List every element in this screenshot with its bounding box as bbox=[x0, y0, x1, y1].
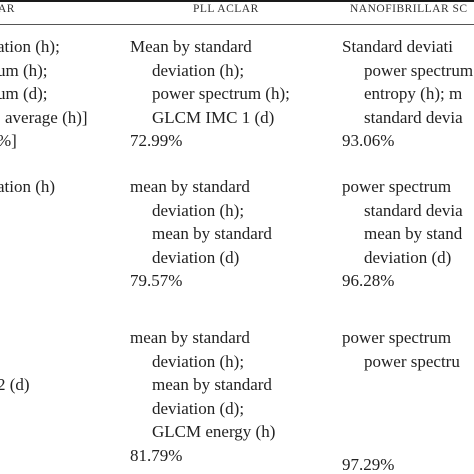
cell-line: um (d); bbox=[0, 84, 48, 103]
cell-result: 72.99% bbox=[130, 131, 183, 150]
column-header-1: AR bbox=[0, 3, 15, 15]
cell-line: mean by standard bbox=[152, 375, 272, 394]
table-cell-r2-c2: mean by standard deviation (h); mean by … bbox=[130, 175, 272, 293]
header-rule bbox=[0, 24, 474, 25]
cell-line: deviation (h); bbox=[152, 351, 245, 371]
cell-line: Mean by standard bbox=[130, 37, 252, 56]
cell-line: average (h)] bbox=[5, 107, 88, 127]
cell-result: 79.57% bbox=[130, 271, 183, 290]
column-header-3: NANOFIBRILLAR SC bbox=[350, 3, 468, 15]
cell-line: deviation (d); bbox=[152, 398, 245, 418]
cell-line: mean by standard bbox=[152, 224, 272, 243]
table-cell-r3-c3: power spectrum power spectru bbox=[342, 326, 460, 373]
cell-line: deviation (h); bbox=[152, 200, 245, 220]
cell-line: deviation (d) bbox=[152, 247, 240, 267]
column-header-2: PLL ACLAR bbox=[193, 3, 259, 15]
table-cell-r1-c1: ation (h); um (h); um (d); average (h)] … bbox=[0, 35, 88, 153]
cell-result: 81.79% bbox=[130, 445, 183, 465]
cell-line: um (h); bbox=[0, 60, 48, 80]
cell-line: GLCM energy (h) bbox=[152, 422, 276, 441]
cell-line: deviation (h); bbox=[152, 60, 245, 80]
table-cell-r3-c2: mean by standard deviation (h); mean by … bbox=[130, 326, 275, 467]
table-cell-r2-c3: power spectrum standard devia mean by st… bbox=[342, 175, 463, 293]
table-cell-r1-c2: Mean by standard deviation (h); power sp… bbox=[130, 35, 290, 153]
cell-result: %] bbox=[0, 131, 17, 150]
cell-line: mean by standard bbox=[130, 328, 250, 347]
cell-line: Standard deviati bbox=[342, 37, 453, 56]
table-cell-r3-c1: 2 (d) bbox=[0, 373, 30, 397]
cell-line: power spectrum (h); bbox=[152, 84, 290, 103]
cell-line: entropy (h); m bbox=[364, 84, 463, 103]
cell-line: power spectrum bbox=[364, 60, 474, 80]
cell-line: power spectrum bbox=[342, 177, 452, 196]
cell-line: ation (h) bbox=[0, 177, 56, 196]
cell-result: 96.28% bbox=[342, 271, 395, 290]
table-cell-r1-c3: Standard deviati power spectrum entropy … bbox=[342, 35, 473, 153]
cell-result: 97.29% bbox=[342, 455, 395, 474]
cell-line: power spectru bbox=[364, 351, 460, 371]
cell-line: mean by standard bbox=[130, 177, 250, 196]
cell-line: ation (h); bbox=[0, 37, 60, 56]
cell-line: mean by stand bbox=[364, 224, 463, 243]
cell-line: standard devia bbox=[364, 200, 463, 220]
cell-line: deviation (d) bbox=[364, 247, 452, 267]
cell-line: GLCM IMC 1 (d) bbox=[152, 107, 275, 127]
cell-line: 2 (d) bbox=[0, 375, 30, 394]
table-cell-r2-c1: ation (h) bbox=[0, 175, 55, 199]
cell-line: power spectrum bbox=[342, 328, 452, 347]
cell-line: standard devia bbox=[364, 107, 463, 127]
cell-result: 93.06% bbox=[342, 131, 395, 150]
table-top-rule bbox=[0, 0, 474, 2]
